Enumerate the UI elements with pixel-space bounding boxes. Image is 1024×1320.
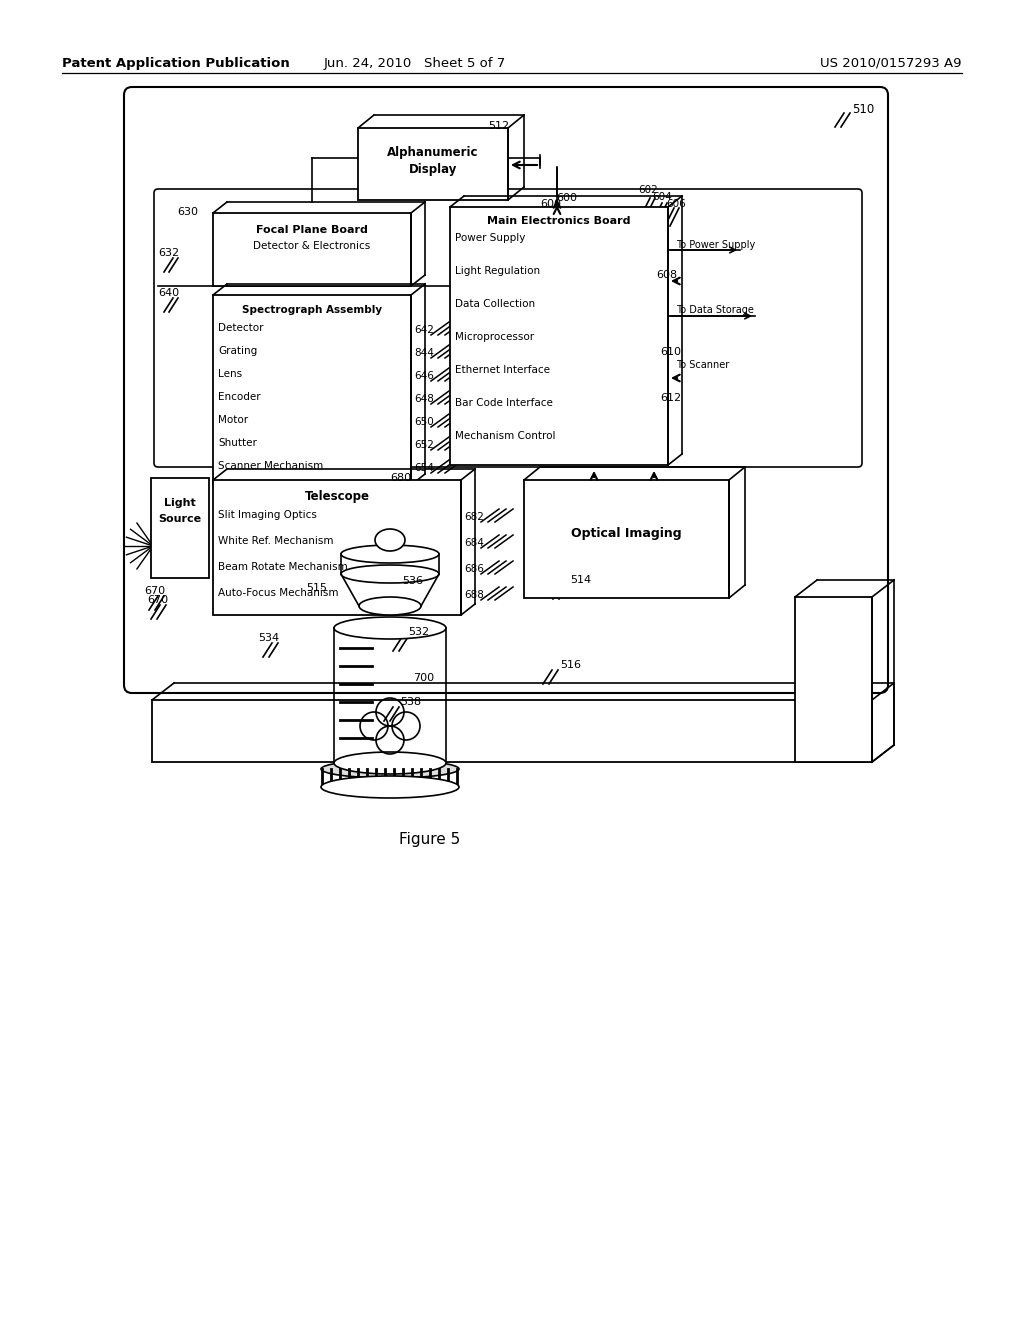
Bar [358,128,508,201]
Text: 516: 516 [560,660,581,671]
Text: 688: 688 [464,590,484,601]
Ellipse shape [321,776,459,799]
Text: 532: 532 [408,627,429,638]
FancyBboxPatch shape [124,87,888,693]
Text: 610: 610 [660,347,681,356]
Text: Data Collection: Data Collection [455,300,536,309]
Text: 844: 844 [414,348,434,358]
Text: 602: 602 [638,185,657,195]
Text: Slit Imaging Optics: Slit Imaging Optics [218,510,316,520]
Text: 512: 512 [488,121,509,131]
Text: Source: Source [159,513,202,524]
Text: White Ref. Mechanism: White Ref. Mechanism [218,536,334,546]
Text: 515: 515 [306,583,327,593]
Text: 646: 646 [414,371,434,381]
Text: Spectrograph Assembly: Spectrograph Assembly [242,305,382,315]
Text: 648: 648 [414,393,434,404]
Text: Light Regulation: Light Regulation [455,267,540,276]
Text: 686: 686 [464,564,484,574]
Text: 700: 700 [413,673,434,682]
Text: Grating: Grating [218,346,257,356]
Bar [213,213,411,286]
Bar [450,207,668,465]
Text: 680: 680 [390,473,411,483]
Text: Light: Light [164,498,196,508]
Bar [795,597,872,762]
FancyBboxPatch shape [154,189,862,467]
Text: To Scanner: To Scanner [676,360,729,370]
Text: Ethernet Interface: Ethernet Interface [455,366,550,375]
Text: 534: 534 [258,634,280,643]
Text: 514: 514 [570,576,591,585]
Text: 630: 630 [177,207,198,216]
Text: Display: Display [409,162,457,176]
Ellipse shape [341,565,439,583]
Text: 538: 538 [400,697,421,708]
Text: Mechanism Control: Mechanism Control [455,432,555,441]
Text: US 2010/0157293 A9: US 2010/0157293 A9 [820,57,962,70]
Text: Motor: Motor [218,414,248,425]
Ellipse shape [359,597,421,615]
Text: Focal Plane Board: Focal Plane Board [256,224,368,235]
Text: Figure 5: Figure 5 [399,832,461,847]
Text: 606: 606 [666,199,686,209]
Ellipse shape [375,529,406,550]
Bar [524,480,729,598]
Text: 536: 536 [402,576,423,586]
Text: Lens: Lens [218,370,242,379]
Text: Alphanumeric: Alphanumeric [387,147,479,158]
Text: 608: 608 [656,271,677,280]
Text: Power Supply: Power Supply [455,234,525,243]
Text: 510: 510 [852,103,874,116]
Text: To Power Supply: To Power Supply [676,240,756,249]
Text: Auto-Focus Mechanism: Auto-Focus Mechanism [218,587,339,598]
Text: Scanner Mechanism: Scanner Mechanism [218,461,324,471]
Bar [213,294,411,484]
Text: 650: 650 [414,417,434,426]
Text: 654: 654 [414,463,434,473]
Text: 604: 604 [652,191,672,202]
Text: Jun. 24, 2010   Sheet 5 of 7: Jun. 24, 2010 Sheet 5 of 7 [324,57,506,70]
Ellipse shape [321,760,459,777]
Bar [151,478,209,578]
Ellipse shape [334,752,446,774]
Text: To Data Storage: To Data Storage [676,305,754,315]
Text: 642: 642 [414,325,434,335]
Ellipse shape [334,616,446,639]
Text: 682: 682 [464,512,484,521]
Text: 652: 652 [414,440,434,450]
Text: 670: 670 [144,586,165,597]
Text: Main Electronics Board: Main Electronics Board [487,216,631,226]
Text: Microprocessor: Microprocessor [455,333,535,342]
Text: 684: 684 [464,539,484,548]
Text: 600: 600 [556,193,577,203]
Ellipse shape [341,545,439,564]
Text: Bar Code Interface: Bar Code Interface [455,399,553,408]
Bar [213,480,461,615]
Text: Encoder: Encoder [218,392,261,403]
Text: 632: 632 [158,248,179,257]
Text: 640: 640 [158,288,179,298]
Text: Patent Application Publication: Patent Application Publication [62,57,290,70]
Text: 670: 670 [147,595,168,605]
Text: 600: 600 [540,199,561,209]
Text: Beam Rotate Mechanism: Beam Rotate Mechanism [218,562,348,572]
Text: Detector: Detector [218,323,263,333]
Text: Optical Imaging: Optical Imaging [571,527,682,540]
Text: 612: 612 [660,393,681,403]
Bar [152,700,872,762]
Text: Shutter: Shutter [218,438,257,447]
Text: Detector & Electronics: Detector & Electronics [253,242,371,251]
Text: Telescope: Telescope [304,490,370,503]
